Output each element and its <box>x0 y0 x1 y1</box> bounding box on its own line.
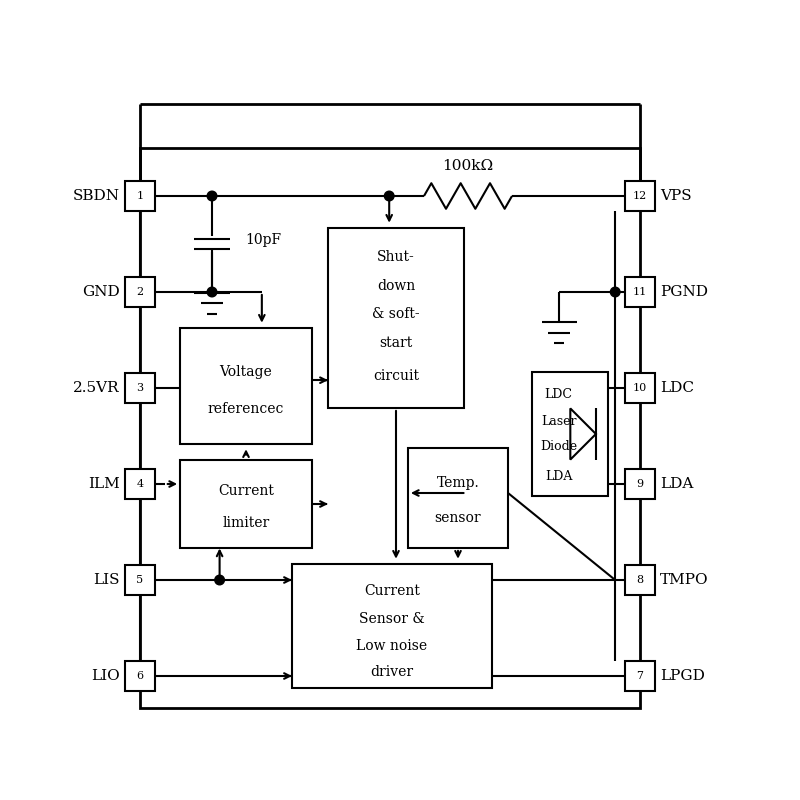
Text: Diode: Diode <box>540 440 577 453</box>
Text: 9: 9 <box>637 479 643 489</box>
Text: 5: 5 <box>137 575 143 585</box>
Text: LPGD: LPGD <box>660 669 705 683</box>
Text: 2.5VR: 2.5VR <box>74 381 120 395</box>
Text: 7: 7 <box>637 671 643 681</box>
Text: 8: 8 <box>637 575 643 585</box>
Text: 100kΩ: 100kΩ <box>442 158 494 173</box>
Text: Temp.: Temp. <box>437 476 479 490</box>
Text: Shut-: Shut- <box>377 250 415 264</box>
Bar <box>625 565 655 595</box>
Text: TMPO: TMPO <box>660 573 709 587</box>
Bar <box>625 469 655 499</box>
Bar <box>125 469 155 499</box>
Text: 6: 6 <box>137 671 143 681</box>
Text: Laser: Laser <box>541 415 576 428</box>
Text: Voltage: Voltage <box>220 365 272 379</box>
Bar <box>328 228 464 408</box>
Bar <box>125 565 155 595</box>
Text: sensor: sensor <box>434 511 482 525</box>
Bar <box>180 460 312 548</box>
Text: LDC: LDC <box>660 381 694 395</box>
Text: PGND: PGND <box>660 285 708 299</box>
Text: 2: 2 <box>137 287 143 297</box>
Text: LDC: LDC <box>545 388 573 401</box>
Circle shape <box>384 191 394 201</box>
Text: 1: 1 <box>137 191 143 201</box>
Text: 11: 11 <box>633 287 647 297</box>
Text: Current: Current <box>218 484 274 498</box>
Bar <box>625 181 655 211</box>
Text: 10: 10 <box>633 383 647 393</box>
Text: 3: 3 <box>137 383 143 393</box>
Text: driver: driver <box>370 665 414 679</box>
Bar <box>180 328 312 444</box>
Bar <box>292 564 492 688</box>
Text: ILM: ILM <box>88 477 120 491</box>
Text: circuit: circuit <box>373 369 419 382</box>
Bar <box>625 373 655 403</box>
Text: GND: GND <box>82 285 120 299</box>
Text: 12: 12 <box>633 191 647 201</box>
Text: Sensor &: Sensor & <box>359 611 425 626</box>
Text: LIS: LIS <box>94 573 120 587</box>
Text: down: down <box>377 278 415 293</box>
Text: & soft-: & soft- <box>372 307 420 322</box>
Text: LDA: LDA <box>660 477 694 491</box>
Bar <box>125 181 155 211</box>
Bar <box>625 661 655 691</box>
Circle shape <box>214 575 224 585</box>
Bar <box>125 661 155 691</box>
Text: 10pF: 10pF <box>246 233 282 247</box>
Text: LIO: LIO <box>91 669 120 683</box>
Text: referencec: referencec <box>208 402 284 416</box>
Bar <box>125 277 155 307</box>
Bar <box>532 372 608 496</box>
Circle shape <box>610 287 620 297</box>
Bar <box>625 277 655 307</box>
Circle shape <box>207 287 217 297</box>
Circle shape <box>207 191 217 201</box>
Text: LDA: LDA <box>545 470 572 482</box>
Text: 4: 4 <box>137 479 143 489</box>
Text: Current: Current <box>364 584 420 598</box>
Bar <box>140 148 640 708</box>
Bar <box>125 373 155 403</box>
Text: VPS: VPS <box>660 189 692 203</box>
Bar <box>408 448 508 548</box>
Text: start: start <box>379 336 413 350</box>
Text: limiter: limiter <box>222 516 270 530</box>
Text: SBDN: SBDN <box>73 189 120 203</box>
Text: Low noise: Low noise <box>357 639 427 653</box>
